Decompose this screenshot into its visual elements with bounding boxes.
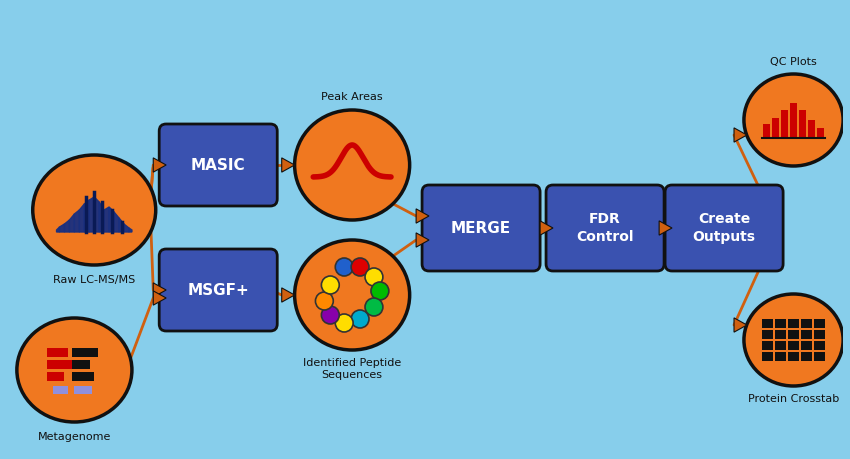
Bar — [772, 118, 779, 138]
Circle shape — [315, 292, 333, 310]
Text: Metagenome: Metagenome — [37, 432, 111, 442]
Bar — [47, 360, 76, 369]
Bar — [775, 352, 786, 361]
Ellipse shape — [33, 155, 156, 265]
Ellipse shape — [17, 318, 132, 422]
Polygon shape — [75, 210, 79, 232]
Text: QC Plots: QC Plots — [770, 57, 817, 67]
Circle shape — [321, 306, 339, 324]
Polygon shape — [57, 227, 60, 232]
Bar — [801, 330, 812, 339]
Polygon shape — [734, 128, 747, 142]
Bar — [813, 341, 824, 350]
FancyBboxPatch shape — [422, 185, 540, 271]
Circle shape — [351, 310, 369, 328]
Circle shape — [321, 276, 339, 294]
Circle shape — [365, 298, 382, 316]
Polygon shape — [659, 221, 672, 235]
Text: Peak Areas: Peak Areas — [321, 92, 383, 102]
Polygon shape — [79, 204, 84, 232]
Text: MASIC: MASIC — [191, 157, 246, 173]
Circle shape — [365, 268, 382, 286]
Circle shape — [335, 258, 353, 276]
Bar — [53, 386, 69, 394]
Ellipse shape — [295, 240, 410, 350]
Bar — [790, 103, 797, 138]
Polygon shape — [65, 220, 70, 232]
Bar — [75, 386, 93, 394]
Bar — [788, 330, 799, 339]
Bar — [808, 120, 815, 138]
Text: Protein Crosstab: Protein Crosstab — [748, 394, 839, 404]
Polygon shape — [119, 218, 124, 232]
Bar — [817, 128, 824, 138]
Polygon shape — [70, 214, 75, 232]
Bar — [801, 319, 812, 328]
Bar — [47, 372, 65, 381]
Polygon shape — [153, 283, 166, 297]
Bar — [788, 352, 799, 361]
Polygon shape — [153, 291, 166, 305]
Bar — [788, 319, 799, 328]
Bar — [762, 319, 774, 328]
Polygon shape — [94, 197, 99, 232]
Circle shape — [371, 282, 388, 300]
Polygon shape — [540, 221, 553, 235]
Polygon shape — [281, 288, 295, 302]
Circle shape — [351, 258, 369, 276]
Bar — [762, 341, 774, 350]
Bar — [72, 372, 94, 381]
Bar — [775, 341, 786, 350]
Polygon shape — [129, 228, 132, 232]
Text: Identified Peptide
Sequences: Identified Peptide Sequences — [303, 358, 401, 381]
Bar — [72, 348, 99, 357]
Text: Create
Outputs: Create Outputs — [693, 213, 756, 244]
Bar — [72, 360, 90, 369]
Polygon shape — [99, 202, 105, 232]
Ellipse shape — [744, 74, 843, 166]
Polygon shape — [734, 318, 747, 332]
FancyBboxPatch shape — [665, 185, 783, 271]
Bar — [799, 110, 806, 138]
Polygon shape — [416, 209, 429, 223]
Bar — [762, 352, 774, 361]
FancyBboxPatch shape — [159, 124, 277, 206]
Bar — [801, 352, 812, 361]
Polygon shape — [416, 233, 429, 247]
Bar — [775, 319, 786, 328]
FancyBboxPatch shape — [546, 185, 664, 271]
Circle shape — [335, 314, 353, 332]
Polygon shape — [124, 224, 129, 232]
Bar — [763, 124, 770, 138]
Polygon shape — [281, 158, 295, 172]
Polygon shape — [89, 197, 94, 232]
Polygon shape — [105, 207, 109, 232]
Bar — [775, 330, 786, 339]
Bar — [781, 110, 788, 138]
Bar — [813, 319, 824, 328]
Polygon shape — [60, 224, 65, 232]
Bar — [813, 352, 824, 361]
Ellipse shape — [744, 294, 843, 386]
Text: MERGE: MERGE — [451, 220, 511, 235]
Polygon shape — [84, 200, 89, 232]
Bar — [47, 348, 69, 357]
Ellipse shape — [295, 110, 410, 220]
Bar — [801, 341, 812, 350]
Polygon shape — [109, 207, 114, 232]
Bar — [813, 330, 824, 339]
Text: Raw LC-MS/MS: Raw LC-MS/MS — [53, 275, 135, 285]
Polygon shape — [114, 212, 119, 232]
Text: MSGF+: MSGF+ — [187, 282, 249, 297]
Bar — [788, 341, 799, 350]
Bar — [762, 330, 774, 339]
FancyBboxPatch shape — [159, 249, 277, 331]
Text: FDR
Control: FDR Control — [576, 213, 634, 244]
Polygon shape — [153, 158, 166, 172]
